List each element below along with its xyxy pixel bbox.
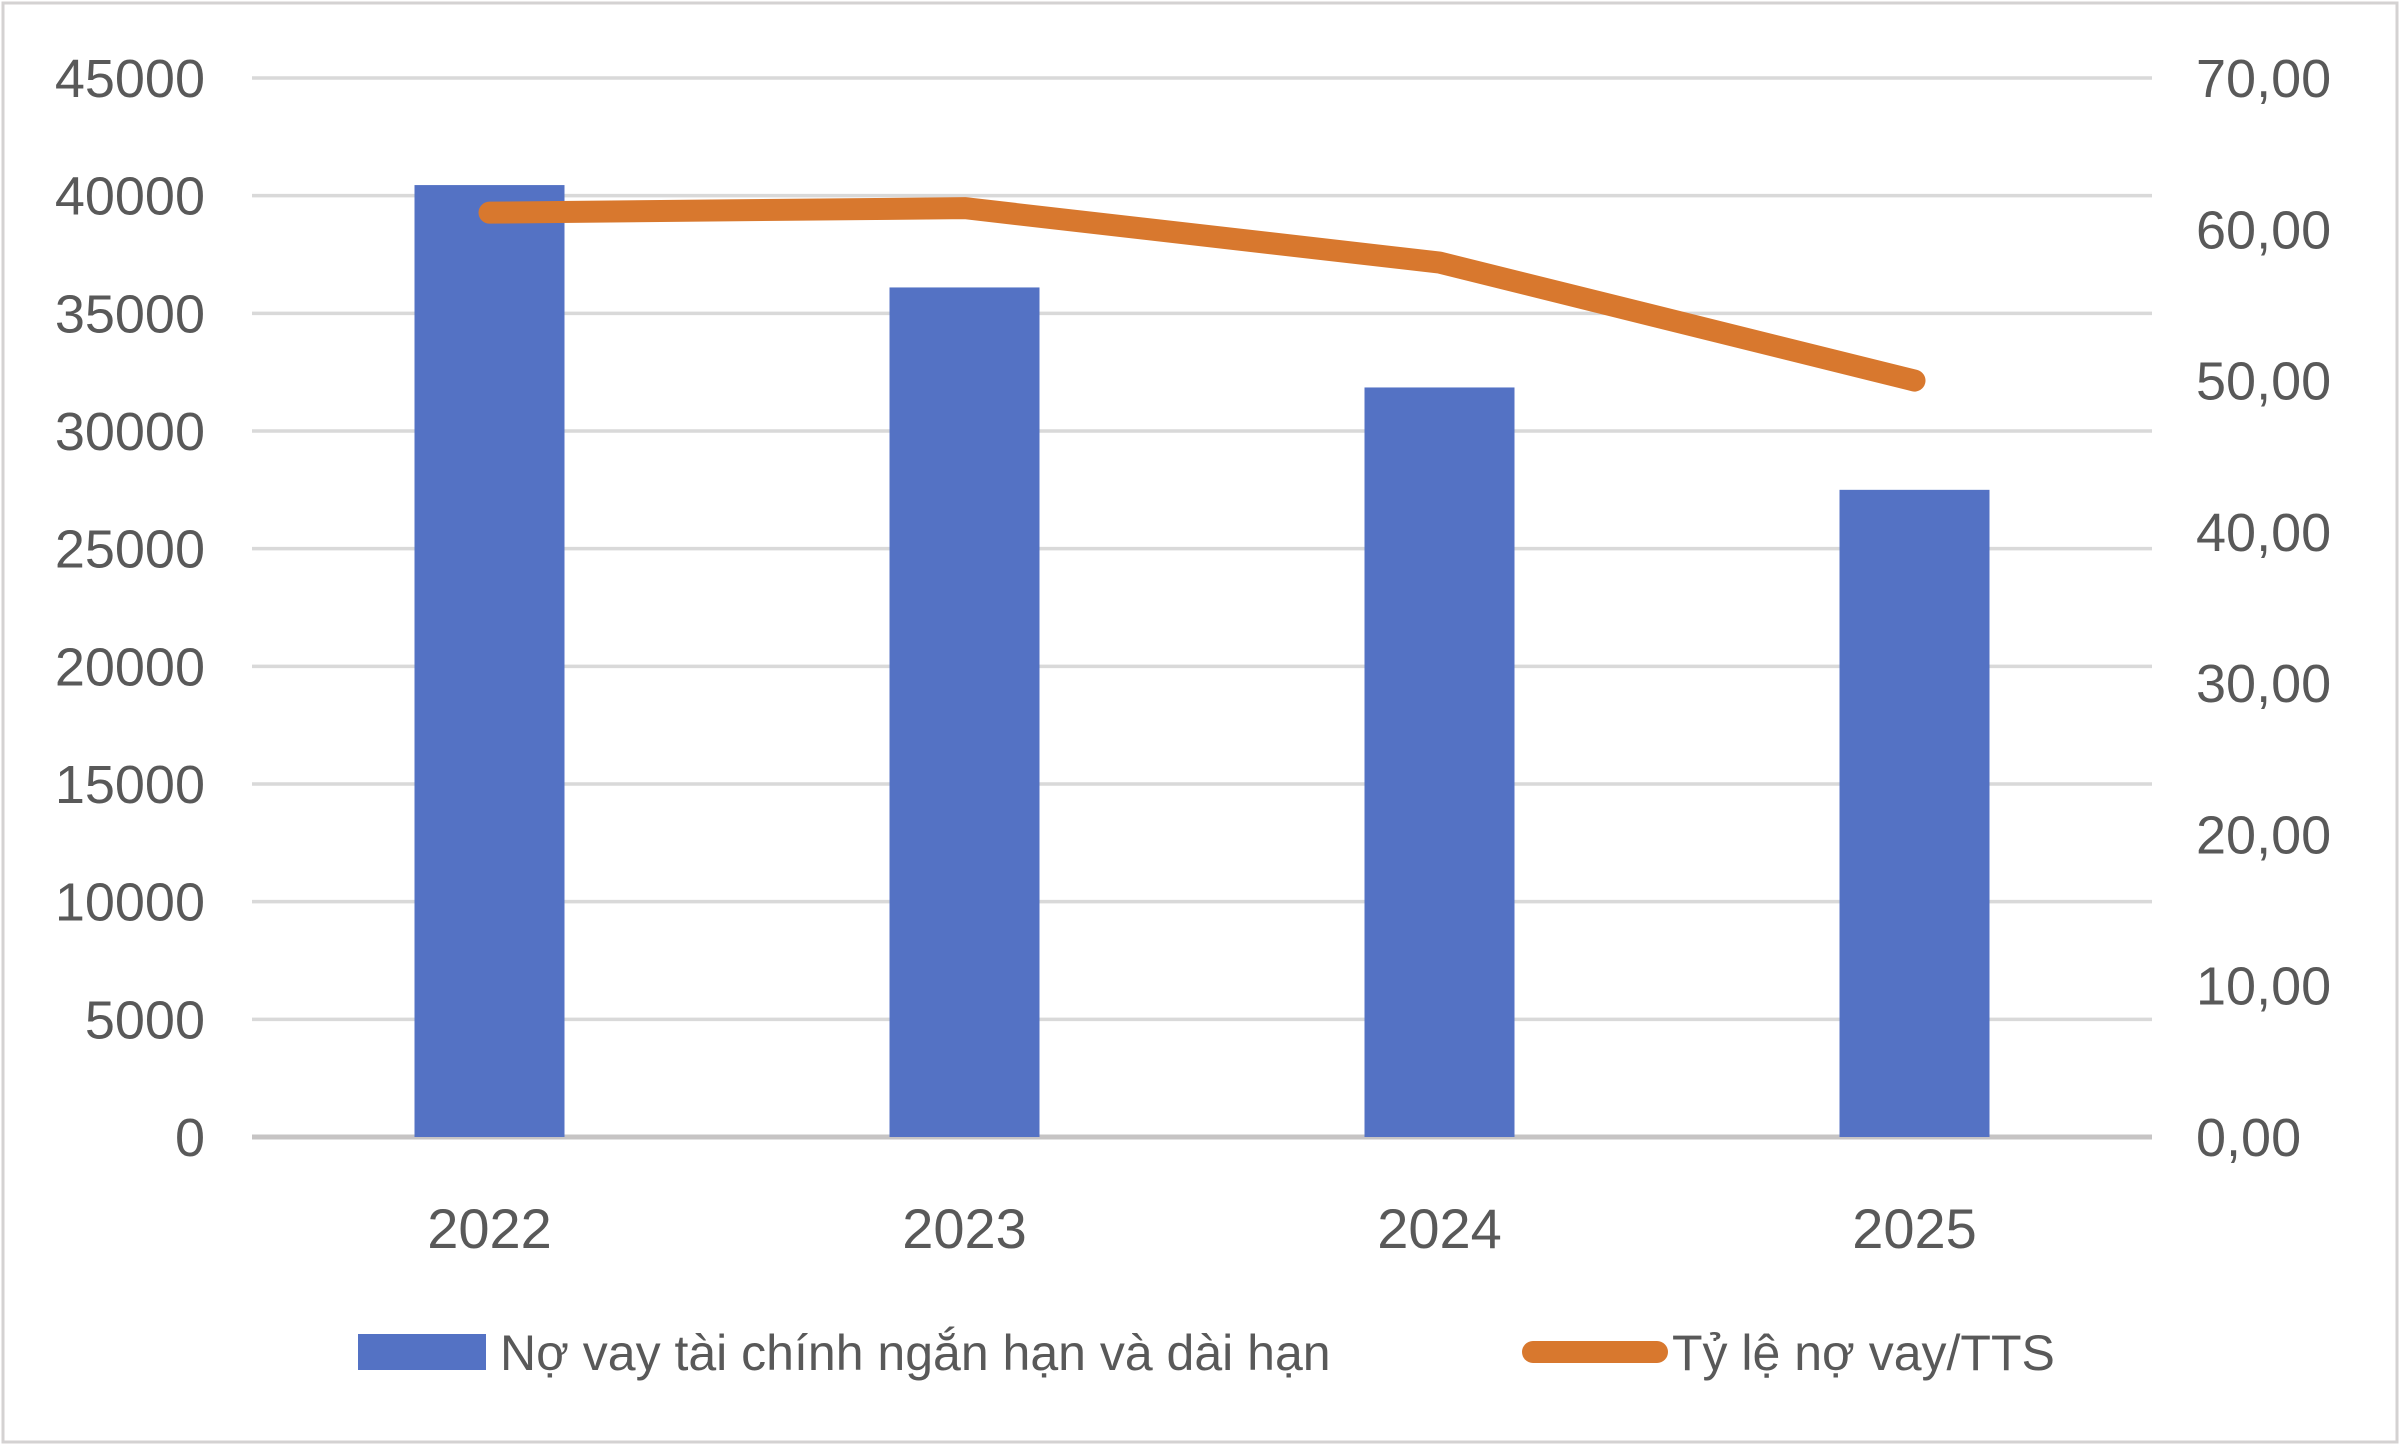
right-axis-tick-label: 40,00 bbox=[2196, 503, 2331, 563]
x-axis-category-label: 2022 bbox=[427, 1197, 552, 1260]
bar-2023 bbox=[889, 287, 1040, 1137]
line-path bbox=[478, 197, 1926, 392]
line-series bbox=[478, 197, 1926, 392]
legend-bar-swatch bbox=[358, 1334, 486, 1370]
left-axis-tick-label: 20000 bbox=[55, 637, 205, 697]
x-axis-category-label: 2023 bbox=[902, 1197, 1027, 1260]
left-axis-tick-label: 35000 bbox=[55, 284, 205, 344]
left-axis-tick-label: 40000 bbox=[55, 167, 205, 227]
left-axis-tick-label: 45000 bbox=[55, 49, 205, 109]
right-axis-tick-label: 20,00 bbox=[2196, 805, 2331, 865]
x-axis-category-label: 2024 bbox=[1377, 1197, 1502, 1260]
bar-series bbox=[414, 185, 1990, 1137]
right-axis-tick-label: 10,00 bbox=[2196, 957, 2331, 1017]
legend: Nợ vay tài chính ngắn hạn và dài hạn Tỷ … bbox=[358, 1325, 2055, 1381]
bar-2022 bbox=[414, 185, 565, 1137]
left-axis-tick-labels: 0 5000 10000 15000 20000 25000 30000 35000 40000… bbox=[55, 49, 205, 1168]
left-axis-tick-label: 10000 bbox=[55, 873, 205, 933]
right-axis-tick-label: 70,00 bbox=[2196, 49, 2331, 109]
x-axis-category-label: 2025 bbox=[1852, 1197, 1977, 1260]
right-axis-tick-label: 0,00 bbox=[2196, 1108, 2301, 1168]
gridlines bbox=[252, 76, 2152, 1140]
left-axis-tick-label: 25000 bbox=[55, 520, 205, 580]
legend-bar-label: Nợ vay tài chính ngắn hạn và dài hạn bbox=[500, 1325, 1331, 1381]
right-axis-tick-labels: 0,00 10,00 20,00 30,00 40,00 50,00 60,00 70,00 bbox=[2196, 49, 2331, 1168]
left-axis-tick-label: 15000 bbox=[55, 755, 205, 815]
left-axis-tick-label: 5000 bbox=[85, 990, 205, 1050]
left-axis-tick-label: 30000 bbox=[55, 402, 205, 462]
right-axis-tick-label: 50,00 bbox=[2196, 352, 2331, 412]
x-axis-category-labels: 2022 2023 2024 2025 bbox=[427, 1197, 1977, 1260]
left-axis-tick-label: 0 bbox=[175, 1108, 205, 1168]
right-axis-tick-label: 30,00 bbox=[2196, 654, 2331, 714]
right-axis-tick-label: 60,00 bbox=[2196, 200, 2331, 260]
bar-2025 bbox=[1839, 489, 1990, 1137]
legend-line-label: Tỷ lệ nợ vay/TTS bbox=[1672, 1325, 2055, 1381]
bar-2024 bbox=[1364, 387, 1515, 1137]
